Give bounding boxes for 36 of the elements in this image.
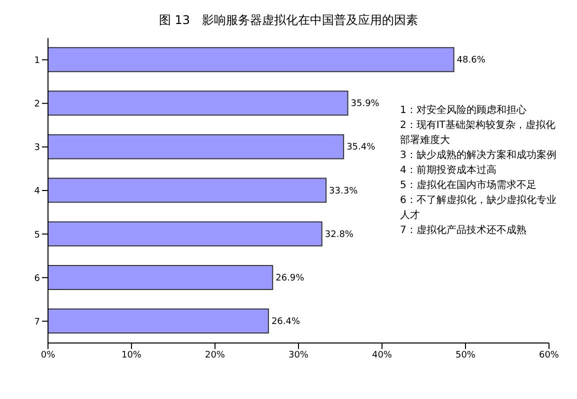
annotation: 6：不了解虚拟化，缺少虚拟化专业人才	[400, 194, 558, 223]
x-tick-label: 0%	[40, 350, 56, 360]
bar	[48, 134, 344, 160]
chart-title: 图 13 影响服务器虚拟化在中国普及应用的因素	[158, 12, 420, 29]
x-tick-label: 20%	[204, 350, 226, 360]
bar	[48, 308, 269, 334]
data-label: 35.9%	[350, 99, 380, 110]
x-tick-label: 40%	[372, 350, 392, 360]
y-tick-label: 6	[34, 274, 40, 284]
annotation: 7：虚拟化产品技术还不成熟	[400, 224, 528, 238]
y-tick-label: 3	[34, 143, 40, 154]
bar	[48, 221, 322, 246]
annotation: 1：对安全风险的顾虑和担心	[400, 104, 528, 118]
data-label: 35.4%	[346, 142, 376, 153]
bar	[48, 264, 274, 290]
x-tick-label: 10%	[121, 350, 142, 360]
data-label: 32.8%	[324, 230, 354, 240]
annotation: 4：前期投资成本过高	[400, 164, 498, 178]
x-tick-label: 50%	[455, 350, 476, 360]
y-tick-label: 1	[34, 56, 40, 66]
data-label: 48.6%	[456, 56, 486, 66]
x-tick-label: 60%	[538, 350, 560, 360]
y-tick-label: 4	[34, 186, 40, 197]
y-tick-label: 5	[34, 230, 40, 240]
annotation: 2：现有IT基础架构较复杂，虚拟化部署难度大	[400, 118, 556, 148]
annotation: 3：缺少成熟的解决方案和成功案例	[400, 148, 558, 163]
annotation: 5：虚拟化在国内市场需求不足	[400, 178, 538, 193]
data-label: 26.9%	[276, 273, 305, 284]
data-label: 33.3%	[329, 186, 358, 196]
y-tick-label: 2	[34, 100, 40, 110]
data-label: 26.4%	[271, 317, 300, 328]
bar	[48, 47, 454, 72]
bar	[48, 90, 348, 116]
bar	[48, 178, 327, 203]
x-tick-label: 30%	[288, 350, 309, 360]
y-tick-label: 7	[34, 317, 40, 328]
